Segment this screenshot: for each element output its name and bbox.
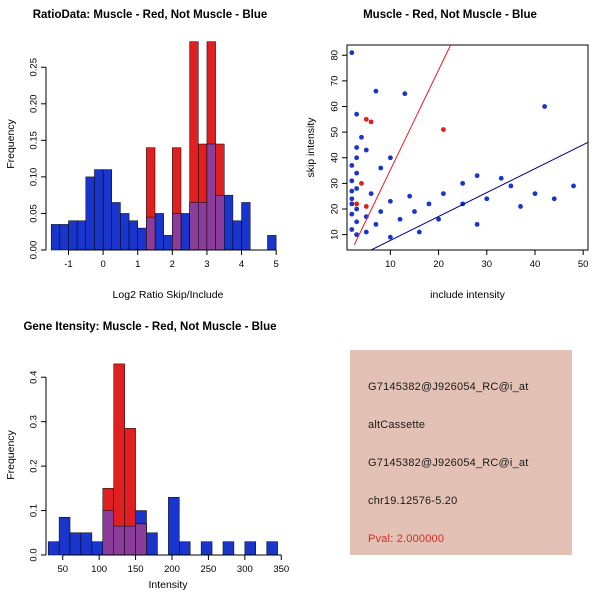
svg-text:0.05: 0.05 [29,204,40,223]
blue-bars [50,143,277,251]
probe-id-text: G7145382@J926054_RC@i_at [368,381,529,393]
svg-text:5: 5 [274,259,279,270]
svg-text:0.15: 0.15 [29,131,40,150]
svg-text:200: 200 [164,564,180,575]
svg-text:0.3: 0.3 [29,415,40,428]
svg-text:150: 150 [128,564,144,575]
axis-titles: Gene Itensity: Muscle - Red, Not Muscle … [5,321,277,591]
svg-text:30: 30 [330,178,341,189]
ratio-histogram-panel: -1 0 1 2 3 4 5 0.00 0.05 0.10 0.15 0.20 0.25 RatioDat… [0,0,300,310]
svg-text:Muscle - Red, Not Muscle - Blu: Muscle - Red, Not Muscle - Blue [363,9,537,21]
svg-text:10: 10 [330,229,341,240]
svg-text:80: 80 [330,50,341,61]
tick-labels: 10 20 30 40 50 10 20 30 40 50 60 70 80 [330,50,589,270]
svg-text:250: 250 [200,564,216,575]
svg-text:60: 60 [330,101,341,112]
plot-box [346,44,589,251]
svg-text:4: 4 [239,259,244,270]
svg-text:skip intensity: skip intensity [305,117,317,178]
svg-text:40: 40 [530,259,541,270]
svg-text:40: 40 [330,152,341,163]
svg-text:20: 20 [433,259,444,270]
svg-text:Gene Itensity: Muscle - Red, N: Gene Itensity: Muscle - Red, Not Muscle … [23,321,276,333]
svg-text:0.0: 0.0 [29,548,40,561]
tick-labels: -1 0 1 2 3 4 5 0.00 0.05 0.10 0.15 0.20 0.25 [29,58,279,270]
svg-text:2: 2 [170,259,175,270]
svg-text:Log2 Ratio Skip/Include: Log2 Ratio Skip/Include [113,289,224,301]
svg-text:0.00: 0.00 [29,241,40,260]
fit-lines [353,45,588,250]
axis-titles: RatioData: Muscle - Red, Not Muscle - Bl… [5,9,267,301]
svg-text:50: 50 [57,564,68,575]
svg-text:Frequency: Frequency [5,429,17,479]
svg-text:70: 70 [330,76,341,87]
data-points [349,50,576,240]
svg-text:0.4: 0.4 [29,371,40,384]
pval-text: Pval: 2.000000 [368,533,445,545]
svg-text:10: 10 [385,259,396,270]
svg-text:50: 50 [578,259,589,270]
svg-text:RatioData: Muscle - Red, Not M: RatioData: Muscle - Red, Not Muscle - Bl… [33,9,268,21]
svg-text:include intensity: include intensity [430,289,505,301]
svg-text:30: 30 [481,259,492,270]
intensity-scatter-panel: 10 20 30 40 50 10 20 30 40 50 60 70 80 Muscle - Red, … [300,0,600,310]
svg-text:3: 3 [204,259,209,270]
splice-type-text: altCassette [368,419,426,431]
svg-text:0.2: 0.2 [29,460,40,473]
svg-text:100: 100 [91,564,107,575]
overlap-bars [146,143,225,251]
axis-titles: Muscle - Red, Not Muscle - Blue include i… [305,9,537,301]
svg-text:1: 1 [135,259,140,270]
svg-text:-1: -1 [64,259,72,270]
chromosome-location-text: chr19.12576-5.20 [368,495,458,507]
svg-text:300: 300 [237,564,253,575]
probe-id-repeat-text: G7145382@J926054_RC@i_at [368,457,529,469]
svg-text:50: 50 [330,127,341,138]
svg-text:0.1: 0.1 [29,504,40,517]
axes [45,377,282,556]
gene-intensity-histogram-chart: 50 100 150 200 250 300 350 0.0 0.1 0.2 0.3 0.4 Gene … [5,321,290,591]
svg-text:350: 350 [273,564,289,575]
svg-text:Intensity: Intensity [148,579,188,591]
gene-info-panel: G7145382@J926054_RC@i_at altCassette G71… [350,350,572,555]
svg-text:0.10: 0.10 [29,168,40,187]
svg-text:0.20: 0.20 [29,95,40,114]
svg-text:Frequency: Frequency [5,118,17,168]
blue-bars [47,496,278,556]
tick-labels: 50 100 150 200 250 300 350 0.0 0.1 0.2 0.3 0.4 [29,371,290,575]
ratio-histogram-chart: -1 0 1 2 3 4 5 0.00 0.05 0.10 0.15 0.20 0.25 RatioDat… [5,9,279,301]
svg-text:0: 0 [100,259,105,270]
gene-intensity-histogram-panel: 50 100 150 200 250 300 350 0.0 0.1 0.2 0.3 0.4 Gene … [0,310,300,600]
gene-info-cell: G7145382@J926054_RC@i_at altCassette G71… [300,310,600,600]
svg-text:0.25: 0.25 [29,58,40,77]
svg-text:20: 20 [330,204,341,215]
